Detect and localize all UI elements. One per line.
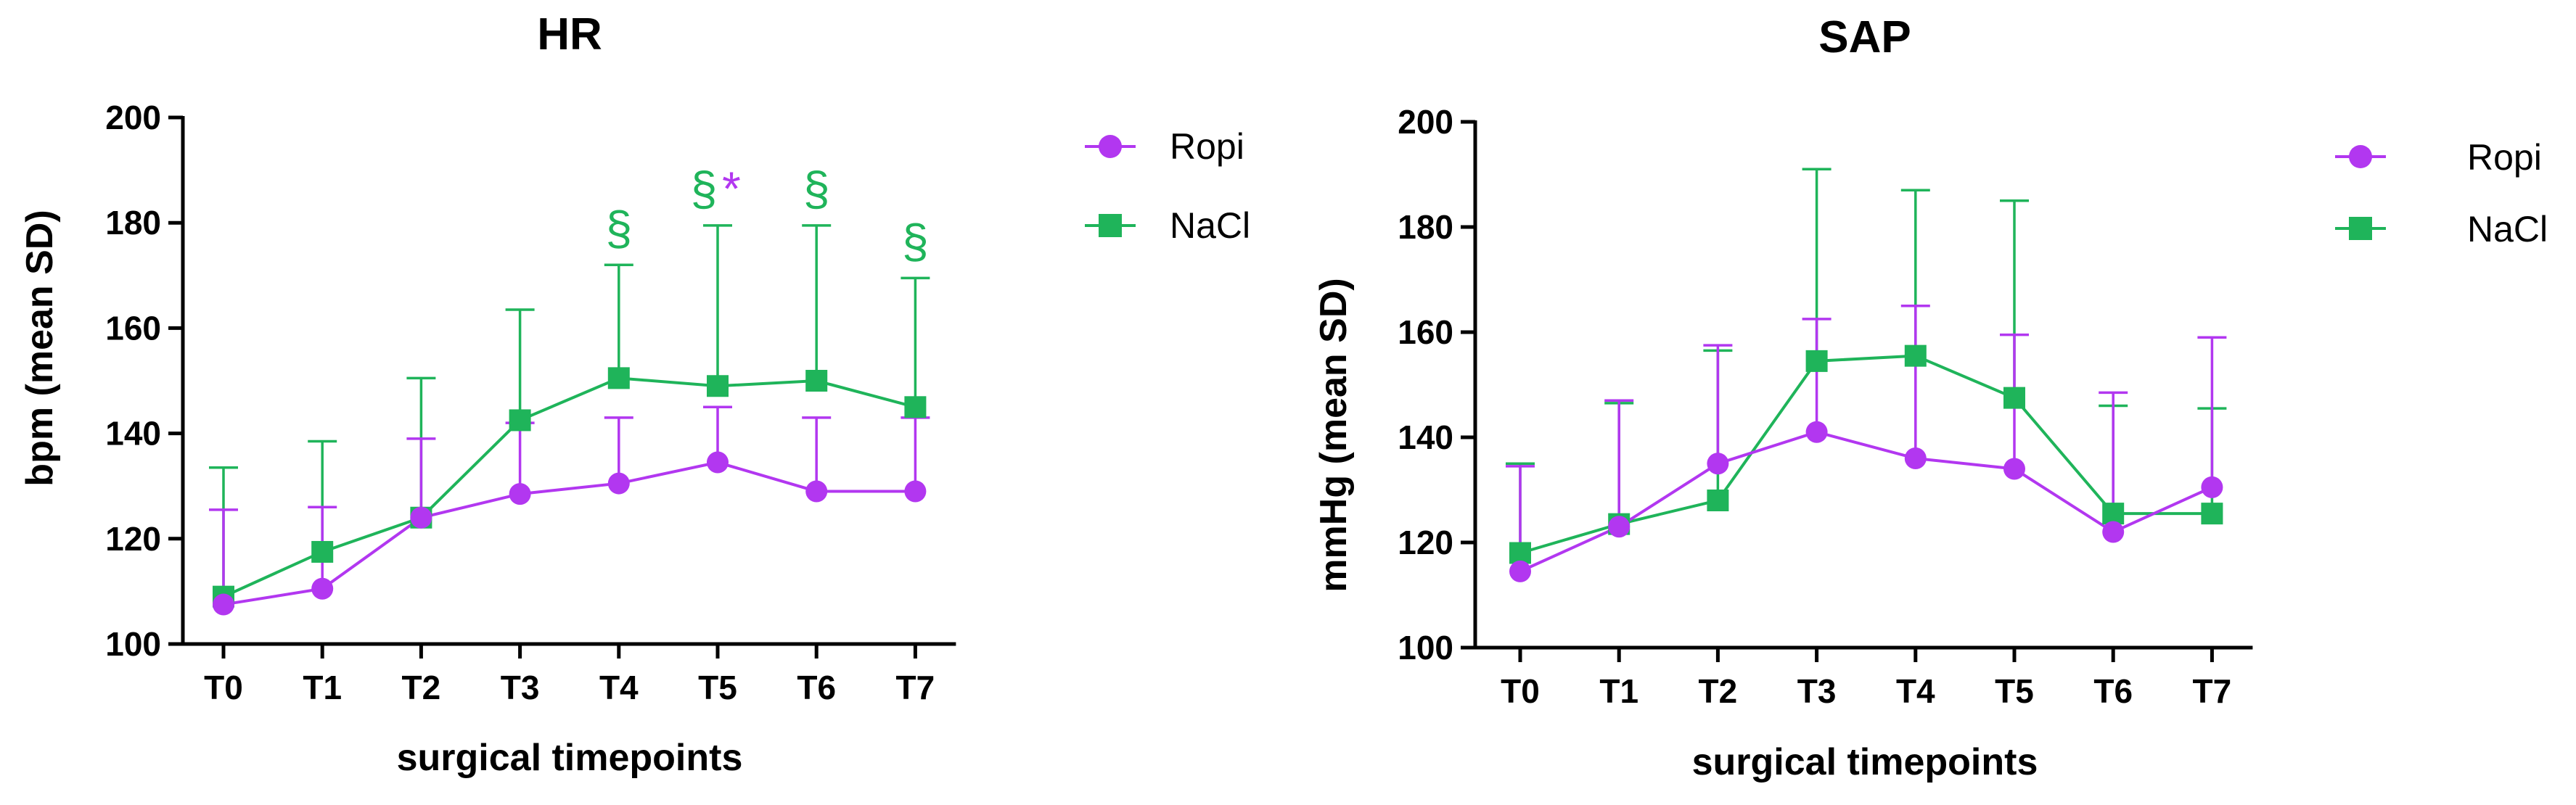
sap-nacl-point <box>2102 503 2125 525</box>
hr-nacl-point <box>509 409 531 432</box>
hr-x-tick-label: T4 <box>599 669 639 706</box>
hr-x-tick-label: T2 <box>402 669 441 706</box>
hr-y-tick-label: 160 <box>105 309 161 347</box>
hr-nacl-point <box>805 370 828 392</box>
hr-chart: HR bpm (mean SD) surgical timepoints 100… <box>19 9 1250 779</box>
sap-ropi-point <box>1805 421 1828 443</box>
sap-y-tick-label: 140 <box>1398 418 1453 456</box>
hr-legend-nacl-label: NaCl <box>1170 205 1250 246</box>
sap-ropi-point <box>1904 447 1927 469</box>
hr-legend: Ropi NaCl <box>1085 126 1250 246</box>
sap-legend-nacl-label: NaCl <box>2467 209 2548 249</box>
sap-legend: Ropi NaCl <box>2335 137 2548 249</box>
hr-ropi-point <box>904 480 927 503</box>
sap-y-tick-label: 180 <box>1398 208 1453 246</box>
sap-y-tick-label: 160 <box>1398 313 1453 351</box>
hr-significance-marker: * <box>722 162 741 215</box>
sap-y-axis-label: mmHg (mean SD) <box>1313 278 1355 592</box>
hr-legend-ropi-marker <box>1099 135 1122 158</box>
sap-nacl-point <box>1509 542 1531 564</box>
sap-x-tick-label: T0 <box>1501 672 1540 710</box>
sap-nacl-line <box>1519 354 2212 555</box>
sap-ropi-point <box>2201 476 2223 498</box>
hr-x-tick-label: T5 <box>698 669 737 706</box>
sap-x-tick-label: T4 <box>1896 672 1935 710</box>
hr-y-axis-label: bpm (mean SD) <box>19 210 61 486</box>
hr-ropi-point <box>805 480 828 503</box>
hr-x-tick-label: T0 <box>204 669 243 706</box>
hr-ropi-point <box>213 593 234 616</box>
sap-ropi-point <box>1509 560 1531 582</box>
hr-ropi-point <box>607 472 630 495</box>
sap-x-tick-label: T6 <box>2093 672 2133 710</box>
sap-x-tick-label: T3 <box>1797 672 1837 710</box>
hr-significance-marker: § <box>691 162 718 215</box>
hr-nacl-point <box>607 367 630 389</box>
hr-legend-nacl-marker <box>1099 214 1122 237</box>
hr-nacl-point <box>904 396 927 418</box>
hr-ropi-point <box>509 483 531 505</box>
sap-ropi-line <box>1519 430 2213 573</box>
hr-ropi-point <box>707 451 729 474</box>
hr-x-tick-label: T6 <box>797 669 836 706</box>
sap-y-tick-label: 200 <box>1398 103 1453 141</box>
hr-significance-marker: § <box>605 201 632 255</box>
sap-nacl-point <box>1707 490 1729 511</box>
sap-x-tick-label: T7 <box>2193 672 2232 710</box>
hr-ropi-point <box>410 506 432 529</box>
hr-x-tick-label: T3 <box>501 669 540 706</box>
sap-nacl-point <box>2003 387 2025 409</box>
sap-x-tick-label: T2 <box>1699 672 1738 710</box>
sap-ropi-point <box>1608 516 1630 538</box>
sap-nacl-point <box>2201 503 2223 525</box>
sap-x-tick-label: T1 <box>1599 672 1638 710</box>
hr-y-tick-label: 100 <box>105 625 161 663</box>
sap-x-axis-label: surgical timepoints <box>1692 741 2038 783</box>
hr-y-tick-label: 120 <box>105 520 161 558</box>
hr-y-tick-label: 180 <box>105 204 161 242</box>
hr-y-tick-label: 200 <box>105 99 161 136</box>
sap-chart: SAP mmHg (mean SD) surgical timepoints 1… <box>1313 12 2548 783</box>
hr-nacl-point <box>311 540 334 563</box>
sap-y-tick-label: 120 <box>1398 524 1453 561</box>
sap-nacl-point <box>1904 344 1927 367</box>
sap-legend-nacl-marker <box>2349 217 2372 240</box>
hr-x-tick-label: T7 <box>896 669 935 706</box>
hr-ropi-line <box>223 461 916 606</box>
sap-ropi-point <box>2102 521 2125 543</box>
sap-ropi-point <box>2003 458 2025 480</box>
sap-legend-ropi-marker <box>2349 145 2372 168</box>
hr-significance-marker: § <box>902 214 929 268</box>
hr-nacl-line <box>223 376 916 598</box>
sap-y-tick-label: 100 <box>1398 629 1453 666</box>
hr-x-axis-label: surgical timepoints <box>397 737 743 779</box>
sap-x-tick-label: T5 <box>1995 672 2034 710</box>
hr-chart-title: HR <box>537 9 602 59</box>
sap-nacl-point <box>1805 350 1828 372</box>
sap-ropi-point <box>1707 453 1729 475</box>
sap-legend-ropi-label: Ropi <box>2467 137 2542 178</box>
hr-significance-marker: § <box>803 162 830 215</box>
hr-y-tick-label: 140 <box>105 415 161 453</box>
hr-ropi-point <box>311 577 334 600</box>
hr-x-tick-label: T1 <box>303 669 342 706</box>
sap-chart-title: SAP <box>1818 12 1911 62</box>
hr-legend-ropi-label: Ropi <box>1170 126 1244 167</box>
hr-nacl-point <box>707 375 729 397</box>
